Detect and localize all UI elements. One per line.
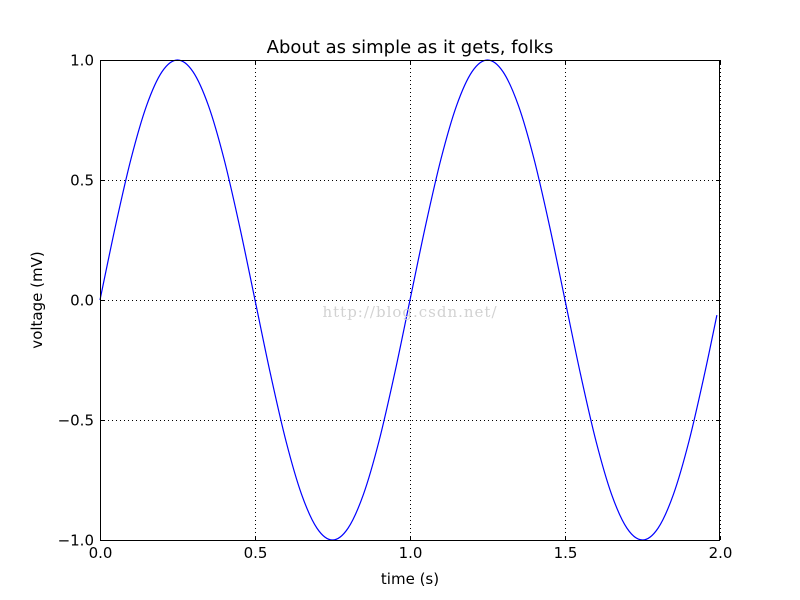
x-tick-label: 0.0 — [89, 544, 113, 562]
y-tick-label: 0.0 — [70, 292, 94, 310]
watermark: http://blog.csdn.net/ — [322, 303, 497, 321]
chart-title: About as simple as it gets, folks — [267, 37, 554, 58]
x-tick-label: 1.0 — [399, 544, 423, 562]
x-axis-label: time (s) — [381, 570, 439, 588]
ticks: 0.0 0.5 1.0 1.5 2.0 1.0 0.5 0.0 −0.5 −1.0 — [58, 52, 733, 563]
x-tick-label: 0.5 — [244, 544, 268, 562]
y-tick-label: 0.5 — [70, 172, 94, 190]
series-layer — [99, 59, 718, 541]
x-tick-label: 1.5 — [554, 544, 578, 562]
x-tick-label: 2.0 — [709, 544, 733, 562]
y-tick-label: 1.0 — [70, 52, 94, 70]
y-tick-label: −1.0 — [58, 532, 94, 550]
series-line — [99, 59, 718, 541]
y-axis-label: voltage (mV) — [28, 251, 46, 348]
y-tick-label: −0.5 — [58, 412, 94, 430]
